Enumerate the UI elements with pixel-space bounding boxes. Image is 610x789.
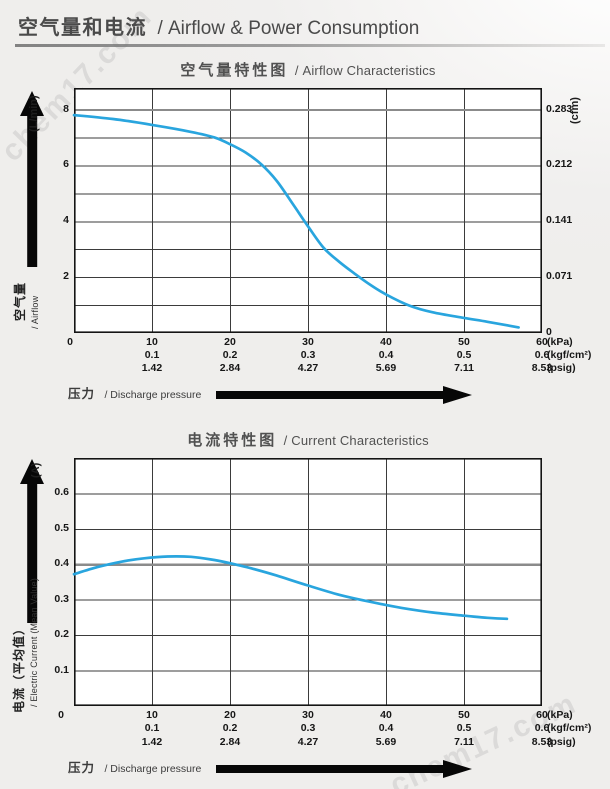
x-tick-label: 0.2 [222,722,238,734]
y-right-tick-label: 0.141 [546,214,573,227]
y-tick-label: 8 [63,102,69,115]
x-axis-unit-label: (kgf/cm²) [547,349,592,361]
y-right-tick-label: 0.071 [546,270,573,283]
page-title-zh: 空气量和电流 [18,17,147,39]
airflow-chart-title: 空气量特性图 / Airflow Characteristics [74,59,542,80]
header-rule [15,44,605,47]
airflow-chart-title-en: / Airflow Characteristics [294,63,436,78]
x-tick-label: 20 [224,709,236,721]
y-tick-label: 0.5 [54,521,69,534]
current-chart-title-zh: 电流特性图 [187,432,278,449]
x-tick-label: 8.53 [531,736,553,748]
current-chart-title-en: / Current Characteristics [283,433,429,448]
x-tick-label: 0.5 [456,722,472,734]
x-tick-label: 0.6 [534,722,550,734]
page-title-en: / Airflow & Power Consumption [157,18,420,39]
x-tick-label: 2.84 [219,362,241,374]
x-tick-label: 10 [146,709,158,721]
x-tick-label: 0 [67,336,73,348]
current-chart-title: 电流特性图 / Current Characteristics [74,429,542,450]
x-tick-label: 5.69 [375,362,397,374]
y-tick-label: 0.3 [54,592,69,605]
x-tick-label: 2.84 [219,736,241,748]
x-axis-unit-label: (kPa) [547,709,573,721]
x-tick-label: 30 [302,709,314,721]
y-tick-label: 2 [63,270,69,283]
x-tick-label: 5.69 [375,736,397,748]
x-tick-label: 50 [458,709,470,721]
x-tick-label: 4.27 [297,736,319,748]
pressure-right-arrow [216,386,472,404]
x-axis-unit-label: (kgf/cm²) [547,722,592,734]
x-tick-label: 10 [146,336,158,348]
x-tick-label: 40 [380,709,392,721]
pressure-right-arrow [216,760,472,778]
curve-current-vs-pressure [72,555,509,621]
plot-border [74,88,542,333]
x-tick-label: 0.2 [222,349,238,361]
y-axis-up-arrow [20,91,44,267]
x-tick-label: 60 [536,336,548,348]
x-tick-label: 40 [380,336,392,348]
y-right-tick-label: 0.212 [546,158,573,171]
curve-airflow-vs-pressure [72,113,520,329]
x-tick-label: 0.4 [378,349,394,361]
x-tick-label: 50 [458,336,470,348]
pressure-label-en: / Discharge pressure [104,763,202,775]
airflow-y-label-zh: 空气量 [13,281,27,321]
y-right-tick-label: 0 [546,326,552,338]
pressure-axis-label: 压力 / Discharge pressure [68,757,201,777]
x-tick-label: 30 [302,336,314,348]
x-tick-label: 1.42 [141,362,163,374]
x-tick-label: 20 [224,336,236,348]
x-tick-label: 4.27 [297,362,319,374]
y-tick-label: 6 [63,158,69,171]
x-tick-label: 7.11 [454,362,474,374]
airflow-chart-title-zh: 空气量特性图 [180,62,289,79]
x-tick-label: 0.3 [300,722,316,734]
x-tick-label: 0.5 [456,349,472,361]
x-tick-label: 8.53 [531,362,553,374]
y-tick-label: 0.4 [54,557,69,570]
y-axis-up-arrow [20,459,44,623]
y-tick-label: 0.6 [54,486,69,499]
x-tick-label: 0.4 [378,722,394,734]
y-tick-label: 4 [63,214,69,227]
airflow-y-label-en: / Airflow [30,295,40,329]
airflow-plot-area [72,88,542,333]
x-tick-label: 0.1 [144,349,160,361]
current-plot-area [72,458,542,706]
x-axis-unit-label: (psig) [547,736,576,748]
plot-border [74,458,542,706]
pressure-axis-label: 压力 / Discharge pressure [68,383,201,403]
x-tick-label: 7.11 [454,736,474,748]
y-tick-label: 0.1 [54,663,69,676]
y-right-tick-label: 0.283 [546,102,573,115]
x-tick-label: 0.6 [534,349,550,361]
pressure-label-zh: 压力 [68,387,96,401]
page-title: 空气量和电流 / Airflow & Power Consumption [18,11,419,40]
y-unit-ampere: (A) [30,462,42,478]
x-tick-label: 0.1 [144,722,160,734]
x-axis-unit-label: (kPa) [547,336,573,348]
x-axis-unit-label: (psig) [547,362,576,374]
pressure-label-zh: 压力 [68,761,96,775]
x-tick-label: 1.42 [141,736,163,748]
x-tick-label: 0.3 [300,349,316,361]
x-tick-label: 60 [536,709,548,721]
x-tick-label: 0 [58,709,64,721]
pressure-label-en: / Discharge pressure [104,389,202,401]
y-tick-label: 0.2 [54,628,69,641]
